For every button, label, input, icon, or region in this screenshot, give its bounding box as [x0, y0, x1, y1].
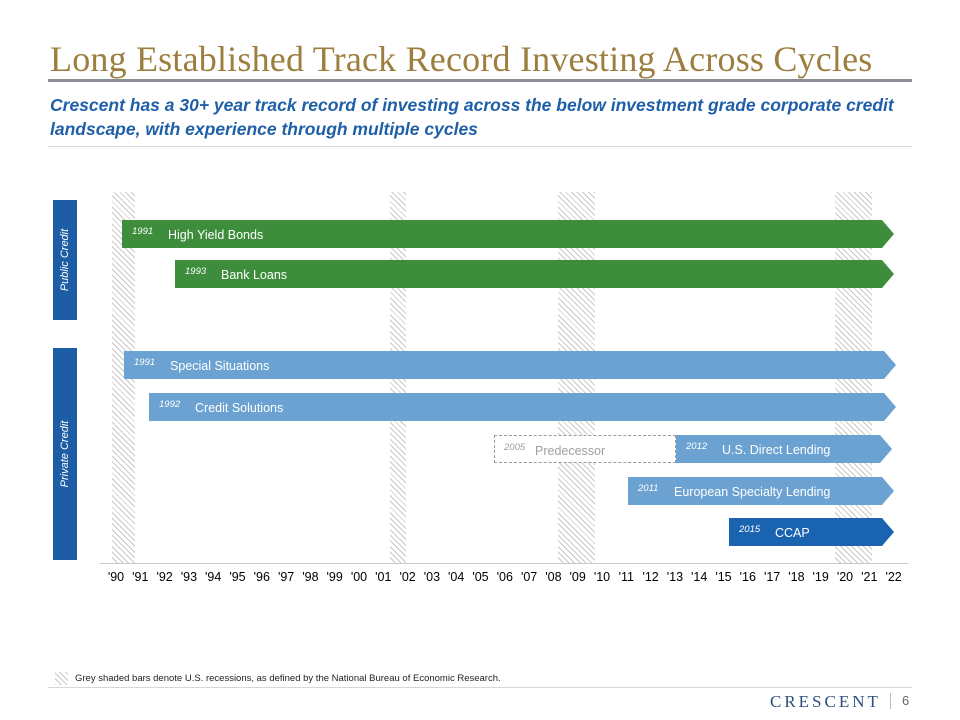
bar-bank-loans: 1993 Bank Loans [175, 260, 894, 288]
page-number: 6 [902, 693, 910, 708]
title-divider [48, 79, 912, 82]
year-tick: '20 [836, 570, 854, 584]
year-tick: '12 [642, 570, 659, 584]
timeline-axis [100, 563, 908, 564]
bar-year: 1992 [159, 399, 181, 410]
bar-label: Predecessor [535, 444, 606, 458]
bar-us-direct-lending: 2012 U.S. Direct Lending [676, 435, 892, 463]
year-tick: '18 [788, 570, 805, 584]
year-tick: '05 [472, 570, 489, 584]
year-tick: '00 [350, 570, 368, 584]
year-tick: '97 [277, 570, 295, 584]
bar-year: 1991 [134, 357, 156, 368]
bar-ccap: 2015 CCAP [729, 518, 894, 546]
public-credit-text: Public Credit [59, 228, 71, 292]
year-tick: '02 [399, 570, 416, 584]
bar-predecessor: 2005 Predecessor [494, 435, 676, 463]
year-tick: '16 [739, 570, 756, 584]
year-tick: '93 [180, 570, 198, 584]
year-tick: '01 [375, 570, 392, 584]
bar-year: 2015 [739, 524, 761, 535]
page-title: Long Established Track Record Investing … [50, 39, 873, 79]
year-tick: '92 [156, 570, 173, 584]
year-tick: '94 [205, 570, 222, 584]
bar-label: U.S. Direct Lending [722, 443, 831, 457]
recession-legend-text: Grey shaded bars denote U.S. recessions,… [75, 673, 501, 684]
year-tick: '11 [618, 570, 634, 584]
bar-label: High Yield Bonds [168, 228, 264, 242]
year-tick: '22 [885, 570, 902, 584]
year-tick: '06 [496, 570, 513, 584]
year-tick: '14 [691, 570, 708, 584]
recession-legend-swatch [55, 672, 68, 685]
bar-label: European Specialty Lending [674, 485, 831, 499]
bar-european-specialty-lending: 2011 European Specialty Lending [628, 477, 894, 505]
bar-label: Credit Solutions [195, 401, 284, 415]
bar-special-situations: 1991 Special Situations [124, 351, 896, 379]
page-subtitle: Crescent has a 30+ year track record of … [50, 95, 894, 139]
bar-year: 2012 [686, 441, 708, 452]
year-tick: '08 [545, 570, 562, 584]
year-tick: '99 [326, 570, 343, 584]
year-tick: '03 [423, 570, 441, 584]
public-credit-label: Public Credit [53, 200, 77, 320]
year-tick: '13 [666, 570, 684, 584]
year-tick: '17 [763, 570, 781, 584]
footer-divider [48, 687, 912, 688]
recession-band-1990 [112, 192, 135, 564]
footer-separator [890, 693, 891, 709]
year-tick: '90 [107, 570, 125, 584]
year-tick: '21 [861, 570, 878, 584]
bar-year: 2011 [638, 483, 659, 494]
bar-year: 1991 [132, 226, 154, 237]
year-tick: '98 [302, 570, 319, 584]
bar-label: Bank Loans [221, 268, 288, 282]
bar-label: CCAP [775, 526, 810, 540]
subtitle-divider [48, 146, 912, 147]
bar-year: 1993 [185, 266, 207, 277]
year-tick: '91 [132, 570, 149, 584]
year-tick: '95 [229, 570, 246, 584]
private-credit-label: Private Credit [53, 348, 77, 560]
bar-year: 2005 [504, 442, 526, 453]
bar-credit-solutions: 1992 Credit Solutions [149, 393, 896, 421]
year-tick: '19 [812, 570, 829, 584]
year-tick: '10 [593, 570, 611, 584]
year-tick: '15 [715, 570, 732, 584]
private-credit-text: Private Credit [59, 420, 71, 488]
year-tick: '09 [569, 570, 586, 584]
bar-label: Special Situations [170, 359, 270, 373]
year-tick: '96 [253, 570, 270, 584]
year-tick: '04 [448, 570, 465, 584]
year-tick: '07 [520, 570, 538, 584]
crescent-logo: CRESCENT [770, 692, 881, 711]
bar-high-yield-bonds: 1991 High Yield Bonds [122, 220, 894, 248]
